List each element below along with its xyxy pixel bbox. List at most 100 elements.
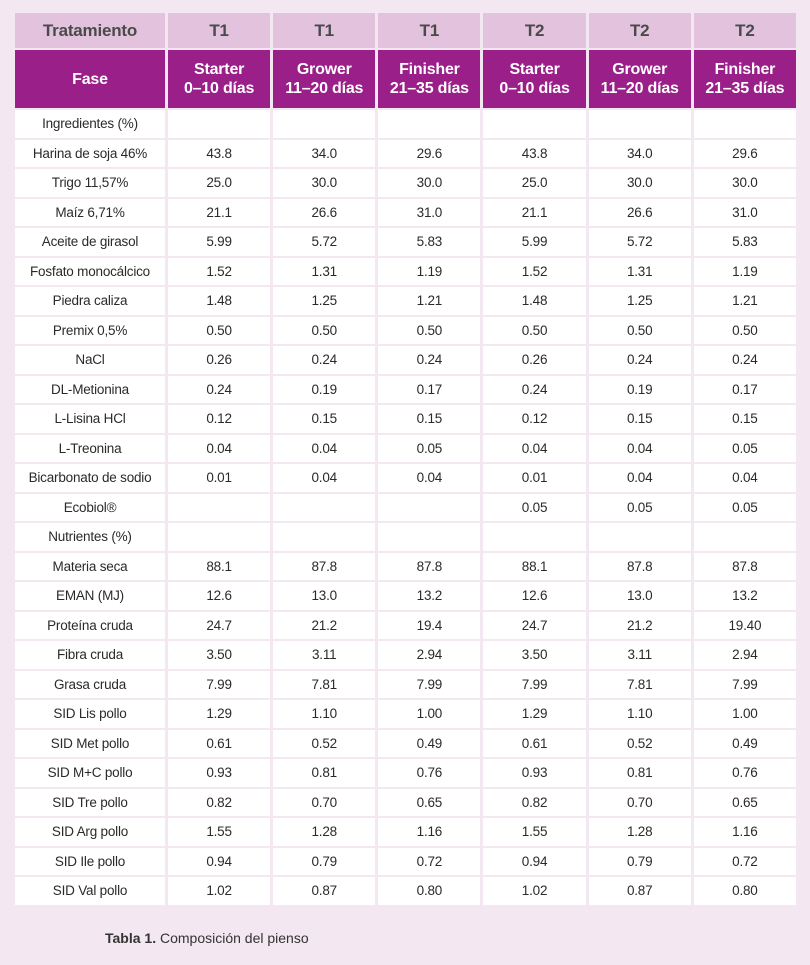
value-cell: 1.02 — [168, 877, 271, 905]
value-cell: 0.19 — [588, 375, 691, 403]
table-row: Materia seca 88.1 87.8 87.8 88.1 87.8 87.8 — [15, 552, 796, 580]
value-cell: 1.10 — [273, 700, 376, 728]
value-cell: 0.87 — [273, 877, 376, 905]
value-cell: 0.82 — [483, 788, 586, 816]
value-cell: 0.93 — [168, 759, 271, 787]
value-cell: 0.61 — [483, 729, 586, 757]
value-cell: 0.19 — [273, 375, 376, 403]
row-label-cell: Bicarbonato de sodio — [15, 464, 165, 492]
phase-name: Starter — [193, 61, 245, 78]
phase-name: Finisher — [714, 61, 776, 78]
value-cell: 5.83 — [693, 228, 796, 256]
table-row: NaCl 0.26 0.24 0.24 0.26 0.24 0.24 — [15, 346, 796, 374]
value-cell: 0.04 — [168, 434, 271, 462]
value-cell — [273, 523, 376, 551]
row-label-cell: Grasa cruda — [15, 670, 165, 698]
value-cell: 0.24 — [168, 375, 271, 403]
value-cell: 24.7 — [168, 611, 271, 639]
value-cell: 0.76 — [378, 759, 481, 787]
value-cell: 1.16 — [693, 818, 796, 846]
value-cell: 0.72 — [693, 847, 796, 875]
value-cell: 1.21 — [693, 287, 796, 315]
value-cell: 0.05 — [483, 493, 586, 521]
table-row: SID M+C pollo 0.93 0.81 0.76 0.93 0.81 0.76 — [15, 759, 796, 787]
phase-header-cell: Finisher 21–35 días — [378, 50, 481, 108]
value-cell: 0.24 — [378, 346, 481, 374]
treatment-header-row: Tratamiento T1 T1 T1 T2 T2 T2 — [15, 13, 796, 48]
row-label-cell: EMAN (MJ) — [15, 582, 165, 610]
value-cell: 0.05 — [693, 434, 796, 462]
table-row: Maíz 6,71% 21.1 26.6 31.0 21.1 26.6 31.0 — [15, 198, 796, 226]
value-cell — [693, 523, 796, 551]
table-row: SID Met pollo 0.61 0.52 0.49 0.61 0.52 0.49 — [15, 729, 796, 757]
phase-name: Grower — [612, 61, 668, 78]
row-label-cell: SID Ile pollo — [15, 847, 165, 875]
value-cell: 0.24 — [588, 346, 691, 374]
table-row: Ingredientes (%) — [15, 110, 796, 138]
value-cell: 0.87 — [588, 877, 691, 905]
phase-header-cell: Finisher 21–35 días — [693, 50, 796, 108]
value-cell: 7.99 — [168, 670, 271, 698]
table-row: L-Treonina 0.04 0.04 0.05 0.04 0.04 0.05 — [15, 434, 796, 462]
value-cell: 29.6 — [693, 139, 796, 167]
value-cell: 0.50 — [273, 316, 376, 344]
value-cell: 0.04 — [693, 464, 796, 492]
phase-days: 21–35 días — [389, 80, 469, 97]
value-cell: 24.7 — [483, 611, 586, 639]
value-cell: 1.29 — [483, 700, 586, 728]
value-cell: 0.15 — [273, 405, 376, 433]
row-label-cell: Aceite de girasol — [15, 228, 165, 256]
table-row: Aceite de girasol 5.99 5.72 5.83 5.99 5.72 5.8… — [15, 228, 796, 256]
value-cell: 1.00 — [378, 700, 481, 728]
value-cell: 0.26 — [483, 346, 586, 374]
row-label-cell: Fibra cruda — [15, 641, 165, 669]
caption-label: Tabla 1. — [105, 930, 157, 946]
table-row: SID Arg pollo 1.55 1.28 1.16 1.55 1.28 1.16 — [15, 818, 796, 846]
value-cell: 1.02 — [483, 877, 586, 905]
value-cell: 13.0 — [588, 582, 691, 610]
value-cell — [168, 523, 271, 551]
value-cell: 0.70 — [588, 788, 691, 816]
value-cell: 1.28 — [588, 818, 691, 846]
value-cell: 0.15 — [693, 405, 796, 433]
value-cell: 1.21 — [378, 287, 481, 315]
value-cell: 0.04 — [483, 434, 586, 462]
phase-days: 0–10 días — [183, 80, 255, 97]
value-cell: 29.6 — [378, 139, 481, 167]
value-cell: 1.00 — [693, 700, 796, 728]
value-cell: 13.0 — [273, 582, 376, 610]
value-cell: 21.2 — [273, 611, 376, 639]
caption-text: Composición del pienso — [156, 930, 309, 946]
value-cell: 26.6 — [588, 198, 691, 226]
value-cell: 0.05 — [378, 434, 481, 462]
row-label-cell: Piedra caliza — [15, 287, 165, 315]
table-row: Premix 0,5% 0.50 0.50 0.50 0.50 0.50 0.50 — [15, 316, 796, 344]
value-cell: 30.0 — [693, 169, 796, 197]
value-cell: 87.8 — [378, 552, 481, 580]
value-cell: 0.65 — [693, 788, 796, 816]
value-cell: 1.25 — [273, 287, 376, 315]
row-label-cell: Nutrientes (%) — [15, 523, 165, 551]
treatment-header-label: Tratamiento — [15, 13, 165, 48]
value-cell: 0.50 — [483, 316, 586, 344]
value-cell: 2.94 — [693, 641, 796, 669]
value-cell: 7.81 — [588, 670, 691, 698]
value-cell: 0.24 — [273, 346, 376, 374]
row-label-cell: Proteína cruda — [15, 611, 165, 639]
phase-name: Finisher — [399, 61, 460, 78]
value-cell: 0.04 — [588, 434, 691, 462]
treatment-header-cell: T2 — [693, 13, 796, 48]
value-cell: 87.8 — [693, 552, 796, 580]
value-cell: 0.12 — [168, 405, 271, 433]
value-cell: 0.15 — [378, 405, 481, 433]
table-row: Proteína cruda 24.7 21.2 19.4 24.7 21.2 19.40 — [15, 611, 796, 639]
table-row: Nutrientes (%) — [15, 523, 796, 551]
row-label-cell: Ecobiol® — [15, 493, 165, 521]
table-caption: Tabla 1. Composición del pienso — [105, 930, 309, 946]
row-label-cell: Harina de soja 46% — [15, 139, 165, 167]
treatment-header-cell: T1 — [273, 13, 376, 48]
value-cell: 19.40 — [693, 611, 796, 639]
value-cell: 43.8 — [168, 139, 271, 167]
value-cell: 2.94 — [378, 641, 481, 669]
table-body: Ingredientes (%) Harina de soja 46% 43.8 34… — [15, 110, 796, 905]
